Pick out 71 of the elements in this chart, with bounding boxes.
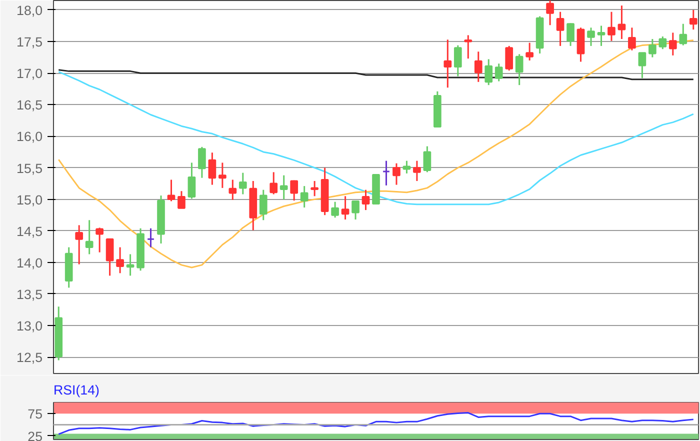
y-tick-label: 16,5 — [16, 98, 43, 113]
candlestick — [382, 160, 390, 186]
candlestick — [597, 24, 606, 47]
y-tick-label: 12,5 — [16, 350, 43, 366]
candlestick — [352, 200, 360, 220]
candlestick — [413, 160, 421, 182]
candlestick — [392, 162, 400, 186]
y-tick-label: 14,0 — [16, 255, 43, 270]
candlestick — [362, 189, 370, 211]
y-tick-label: 17,5 — [16, 34, 43, 50]
line-series — [58, 71, 694, 206]
candlestick — [300, 185, 308, 208]
y-tick-label: 13,5 — [16, 286, 43, 302]
candlestick — [628, 26, 636, 52]
candlestick — [454, 44, 462, 77]
candlestick — [280, 174, 288, 200]
y-tick-label: 75 — [28, 406, 43, 422]
candlestick — [464, 34, 472, 60]
candlestick — [96, 226, 104, 254]
candlestick — [515, 53, 524, 86]
y-tick-label: 18,0 — [16, 2, 43, 18]
candlestick — [556, 11, 564, 47]
candlestick — [146, 228, 155, 248]
candlestick — [218, 162, 226, 189]
candlestick — [290, 180, 298, 202]
y-tick-label: 13,0 — [16, 318, 43, 334]
candlestick — [402, 160, 411, 174]
candlestick — [270, 171, 278, 196]
y-tick-label: 25 — [28, 428, 43, 441]
candlestick — [341, 195, 350, 220]
candlestick — [259, 189, 268, 221]
candlestick — [310, 180, 318, 197]
candlestick — [474, 50, 482, 83]
y-tick-label: 15,5 — [16, 160, 43, 176]
y-tick-label: 16,0 — [16, 129, 43, 144]
chart-title: RSI(14) — [54, 382, 100, 398]
y-tick-label: 17,0 — [16, 66, 43, 82]
candlestick — [85, 219, 94, 255]
candlestick — [238, 172, 247, 196]
candlestick — [331, 201, 339, 218]
candlestick — [566, 22, 574, 47]
candlestick — [689, 9, 698, 30]
candlestick — [188, 162, 196, 200]
y-tick-label: 15,0 — [16, 192, 43, 208]
candlestick — [167, 178, 176, 202]
candlestick — [228, 178, 237, 201]
candlestick — [638, 52, 646, 79]
candlestick — [126, 253, 134, 276]
candlestick — [526, 42, 534, 62]
y-tick-label: 14,5 — [16, 224, 43, 239]
candlestick — [494, 62, 503, 82]
candlestick — [75, 224, 84, 266]
candlestick — [608, 11, 616, 42]
candlestick — [576, 26, 585, 62]
candlestick — [484, 58, 493, 86]
candlestick — [658, 36, 667, 50]
candlestick — [679, 23, 688, 46]
candlestick — [668, 32, 677, 56]
candlestick — [106, 238, 114, 276]
candlestick — [198, 146, 206, 179]
candlestick — [444, 38, 452, 88]
candlestick — [587, 26, 595, 47]
candlestick — [116, 246, 124, 274]
candlestick — [178, 190, 186, 209]
candlestick — [208, 152, 216, 186]
candlestick — [505, 45, 514, 72]
candlestick — [423, 146, 432, 173]
candlestick — [618, 4, 626, 40]
candlestick — [648, 38, 656, 58]
line-series — [58, 412, 694, 435]
candlestick — [546, 0, 554, 26]
